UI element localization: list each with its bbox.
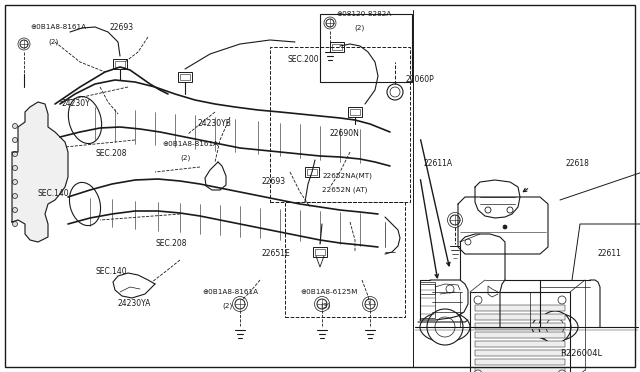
Circle shape xyxy=(317,299,327,309)
Circle shape xyxy=(326,19,334,27)
Bar xyxy=(475,359,565,365)
Circle shape xyxy=(13,124,17,128)
Bar xyxy=(475,323,565,329)
Circle shape xyxy=(13,193,17,199)
Text: R226004L: R226004L xyxy=(560,350,602,359)
Circle shape xyxy=(435,317,455,337)
Bar xyxy=(178,72,192,82)
Text: (2): (2) xyxy=(48,39,58,45)
Text: 22618: 22618 xyxy=(566,160,590,169)
Circle shape xyxy=(235,299,245,309)
Circle shape xyxy=(507,207,513,213)
Circle shape xyxy=(485,207,491,213)
Bar xyxy=(475,305,565,311)
Ellipse shape xyxy=(69,182,100,225)
Text: 24230YA: 24230YA xyxy=(118,299,152,308)
Bar xyxy=(348,107,362,117)
Text: ⊕08120-8282A: ⊕08120-8282A xyxy=(336,11,392,17)
Circle shape xyxy=(474,296,482,304)
Text: 22652N (AT): 22652N (AT) xyxy=(322,187,367,193)
Bar xyxy=(475,314,565,320)
Text: ⊕0B1A8-6125M: ⊕0B1A8-6125M xyxy=(300,289,357,295)
Bar xyxy=(285,202,405,317)
Text: 22060P: 22060P xyxy=(406,74,435,83)
Bar xyxy=(180,74,190,80)
Text: ⊕0B1A8-8161A: ⊕0B1A8-8161A xyxy=(30,24,86,30)
Circle shape xyxy=(13,166,17,170)
Bar xyxy=(475,350,565,356)
Circle shape xyxy=(474,370,482,372)
Text: (2): (2) xyxy=(222,303,232,309)
Circle shape xyxy=(13,151,17,157)
Bar xyxy=(270,47,410,202)
Bar xyxy=(307,169,317,175)
Circle shape xyxy=(13,180,17,185)
Bar xyxy=(475,341,565,347)
Text: SEC.140: SEC.140 xyxy=(38,189,70,199)
Bar xyxy=(350,109,360,115)
Circle shape xyxy=(13,221,17,227)
Text: 22651E: 22651E xyxy=(262,250,291,259)
Bar xyxy=(332,44,342,50)
Text: 24230YB: 24230YB xyxy=(198,119,232,128)
Text: 22611: 22611 xyxy=(598,250,622,259)
Bar xyxy=(115,61,125,67)
Circle shape xyxy=(450,215,460,225)
Text: (3): (3) xyxy=(320,303,330,309)
Ellipse shape xyxy=(68,96,102,144)
Text: (2): (2) xyxy=(354,25,364,31)
Text: 22690N: 22690N xyxy=(330,129,360,138)
Bar xyxy=(475,332,565,338)
Circle shape xyxy=(387,84,403,100)
Circle shape xyxy=(465,239,471,245)
Bar xyxy=(330,42,344,52)
Text: 22693: 22693 xyxy=(262,177,286,186)
Text: 22611A: 22611A xyxy=(424,160,453,169)
Text: SEC.208: SEC.208 xyxy=(96,150,127,158)
Text: (2): (2) xyxy=(180,155,190,161)
Circle shape xyxy=(539,311,571,343)
Bar xyxy=(113,59,127,69)
Ellipse shape xyxy=(420,312,470,342)
Text: 22652NA(MT): 22652NA(MT) xyxy=(322,173,372,179)
Text: ⊕0B1A8-8161A: ⊕0B1A8-8161A xyxy=(162,141,218,147)
Ellipse shape xyxy=(532,313,578,341)
Polygon shape xyxy=(12,102,68,242)
Bar xyxy=(313,247,327,257)
Circle shape xyxy=(20,40,28,48)
Bar xyxy=(305,167,319,177)
Circle shape xyxy=(446,285,454,293)
Circle shape xyxy=(558,370,566,372)
Text: SEC.208: SEC.208 xyxy=(156,240,188,248)
Circle shape xyxy=(365,299,375,309)
Circle shape xyxy=(13,138,17,142)
Text: 22693: 22693 xyxy=(110,22,134,32)
Circle shape xyxy=(558,296,566,304)
Bar xyxy=(475,368,565,372)
Circle shape xyxy=(503,225,507,229)
Text: SEC.140: SEC.140 xyxy=(96,267,127,276)
Text: 24230Y: 24230Y xyxy=(62,99,91,109)
Bar xyxy=(470,292,570,372)
Circle shape xyxy=(546,318,564,336)
Bar xyxy=(315,249,325,255)
Text: ⊕0B1A8-8161A: ⊕0B1A8-8161A xyxy=(202,289,258,295)
Text: SEC.200: SEC.200 xyxy=(287,55,319,64)
Circle shape xyxy=(13,208,17,212)
Circle shape xyxy=(427,309,463,345)
Bar xyxy=(320,14,412,82)
